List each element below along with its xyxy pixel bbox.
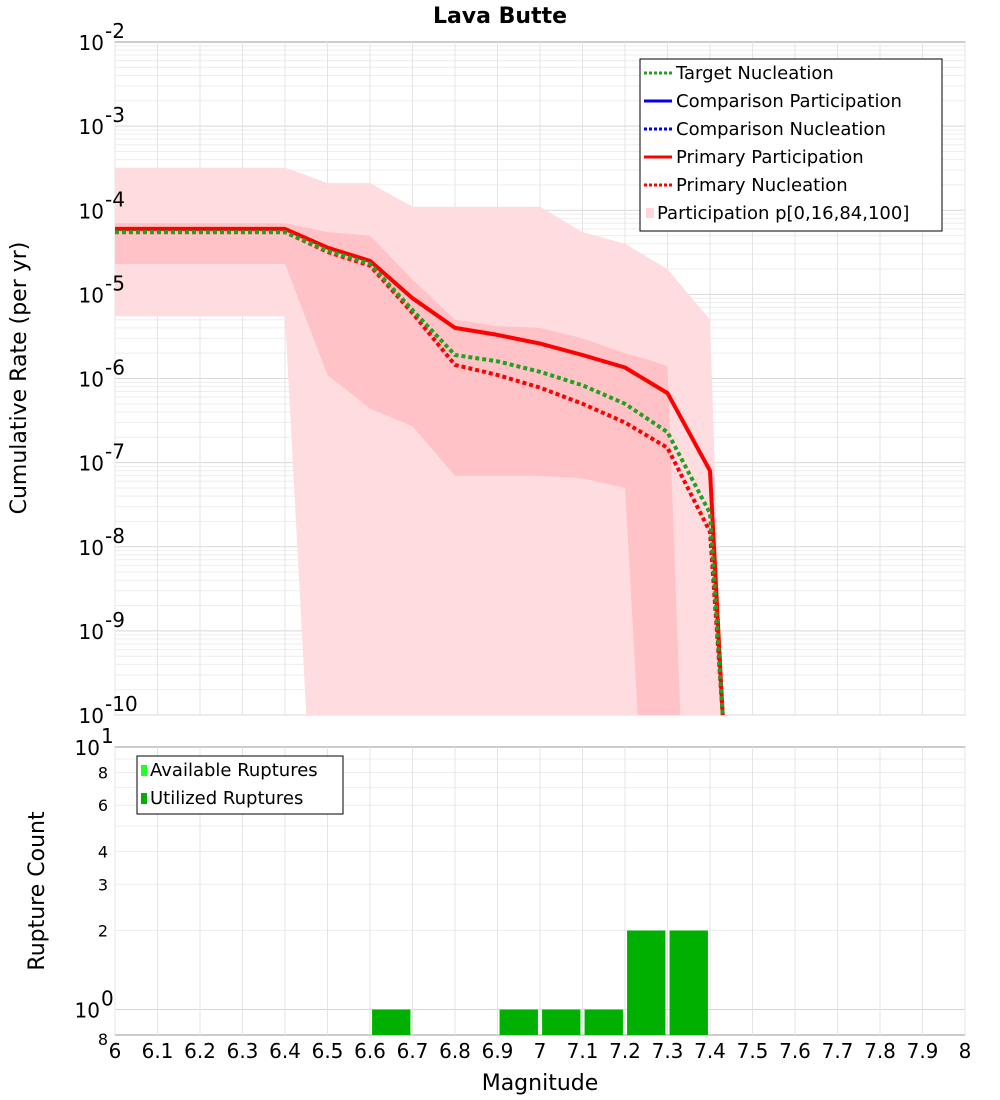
count-y-major-exponent: 0 bbox=[101, 987, 114, 1011]
x-tick-label: 7.1 bbox=[567, 1039, 599, 1063]
rate-y-tick-exponent: -6 bbox=[105, 356, 125, 380]
rate-y-ticks: 10-210-310-410-510-610-710-810-910-10 bbox=[79, 19, 138, 728]
rate-y-tick-label: 10 bbox=[79, 368, 104, 392]
x-tick-label: 7.6 bbox=[779, 1039, 811, 1063]
x-tick-label: 6.2 bbox=[184, 1039, 216, 1063]
rate-y-tick-label: 10 bbox=[79, 536, 104, 560]
count-y-major-exponent: 1 bbox=[101, 724, 114, 748]
x-tick-label: 6 bbox=[109, 1039, 122, 1063]
rate-legend-box bbox=[639, 58, 943, 232]
rate-y-tick-exponent: -2 bbox=[105, 19, 125, 43]
x-tick-label: 6.9 bbox=[482, 1039, 514, 1063]
rate-y-tick-exponent: -7 bbox=[105, 440, 125, 464]
rate-y-tick-exponent: -5 bbox=[105, 271, 125, 295]
count-y-minor-tick: 2 bbox=[98, 922, 108, 941]
rate-y-axis-label: Cumulative Rate (per yr) bbox=[7, 242, 32, 515]
legend-entry-label: Comparison Participation bbox=[676, 91, 902, 112]
x-tick-label: 7.3 bbox=[652, 1039, 684, 1063]
count-legend-swatch bbox=[141, 793, 147, 804]
series-primary-nucleation bbox=[115, 230, 725, 716]
count-y-minor-tick: 4 bbox=[98, 842, 108, 861]
legend-entry-label: Participation p[0,16,84,100] bbox=[657, 203, 909, 224]
x-tick-label: 6.5 bbox=[312, 1039, 344, 1063]
x-axis-label: Magnitude bbox=[482, 1071, 599, 1096]
count-y-minor-tick: 8 bbox=[98, 1030, 108, 1049]
x-tick-label: 6.6 bbox=[354, 1039, 386, 1063]
legend-entry-label: Target Nucleation bbox=[675, 63, 834, 84]
rate-y-tick-exponent: -3 bbox=[105, 103, 125, 127]
rate-y-tick-label: 10 bbox=[79, 199, 104, 223]
rate-y-tick-exponent: -9 bbox=[105, 608, 125, 632]
rate-y-tick-label: 10 bbox=[79, 452, 104, 476]
x-tick-label: 7.8 bbox=[864, 1039, 896, 1063]
chart-title: Lava Butte bbox=[433, 4, 567, 29]
utilized-ruptures-bar bbox=[669, 930, 708, 1035]
count-y-minor-tick: 3 bbox=[98, 875, 108, 894]
rate-y-tick-label: 10 bbox=[79, 31, 104, 55]
x-tick-label: 7.7 bbox=[822, 1039, 854, 1063]
legend-entry-label: Primary Participation bbox=[676, 147, 864, 168]
x-tick-label: 6.1 bbox=[142, 1039, 174, 1063]
rate-y-tick-label: 10 bbox=[79, 704, 104, 728]
rate-y-tick-label: 10 bbox=[79, 283, 104, 307]
x-tick-label: 6.4 bbox=[269, 1039, 301, 1063]
count-y-major-tick: 10 bbox=[75, 736, 100, 760]
utilized-ruptures-bar bbox=[627, 930, 666, 1035]
count-legend-swatch bbox=[141, 765, 147, 776]
count-legend-label: Available Ruptures bbox=[150, 760, 318, 781]
count-y-minor-tick: 8 bbox=[98, 763, 108, 782]
x-tick-label: 6.3 bbox=[227, 1039, 259, 1063]
x-tick-label: 7.4 bbox=[694, 1039, 726, 1063]
x-tick-label: 7.2 bbox=[609, 1039, 641, 1063]
rate-panel: 10-210-310-410-510-610-710-810-910-10 Cu… bbox=[7, 19, 966, 728]
band-p0-p100 bbox=[115, 167, 723, 716]
x-tick-label: 8 bbox=[959, 1039, 972, 1063]
rate-y-tick-label: 10 bbox=[79, 620, 104, 644]
legend-entry-label: Primary Nucleation bbox=[676, 175, 848, 196]
count-bars bbox=[372, 930, 708, 1035]
count-legend: Available Ruptures Utilized Ruptures bbox=[136, 755, 344, 815]
legend-swatch bbox=[646, 208, 654, 218]
rate-legend: Target Nucleation Comparison Participatio… bbox=[639, 58, 943, 232]
x-tick-label: 7 bbox=[534, 1039, 547, 1063]
utilized-ruptures-bar bbox=[542, 1009, 581, 1035]
series-primary-participation bbox=[115, 226, 725, 716]
utilized-ruptures-bar bbox=[584, 1009, 623, 1035]
series-target-nucleation bbox=[115, 230, 725, 716]
x-tick-label: 6.8 bbox=[439, 1039, 471, 1063]
rate-y-tick-exponent: -4 bbox=[105, 187, 125, 211]
rate-series bbox=[115, 226, 725, 716]
x-tick-label: 7.5 bbox=[737, 1039, 769, 1063]
rate-y-tick-exponent: -8 bbox=[105, 524, 125, 548]
utilized-ruptures-bar bbox=[499, 1009, 538, 1035]
utilized-ruptures-bar bbox=[372, 1009, 411, 1035]
rate-y-tick-exponent: -10 bbox=[105, 692, 138, 716]
count-x-ticks: 6 6.1 6.2 6.3 6.4 6.5 6.6 6.7 6.8 6.9 7 7.1 7.2 7.3 7.… bbox=[109, 1039, 972, 1063]
count-y-major-tick: 10 bbox=[75, 999, 100, 1023]
count-legend-box bbox=[136, 755, 344, 815]
count-y-axis-label: Rupture Count bbox=[25, 811, 50, 971]
x-tick-label: 7.9 bbox=[907, 1039, 939, 1063]
x-tick-label: 6.7 bbox=[397, 1039, 429, 1063]
rate-y-tick-label: 10 bbox=[79, 115, 104, 139]
count-legend-label: Utilized Ruptures bbox=[150, 788, 303, 809]
legend-entry-label: Comparison Nucleation bbox=[676, 119, 886, 140]
count-y-minor-tick: 6 bbox=[98, 796, 108, 815]
